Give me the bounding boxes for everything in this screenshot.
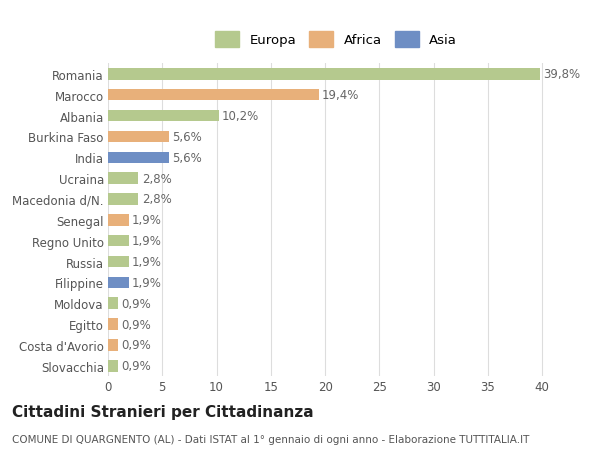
Text: 5,6%: 5,6% [172, 151, 202, 164]
Text: 0,9%: 0,9% [121, 339, 151, 352]
Bar [108, 235, 128, 247]
Text: 0,9%: 0,9% [121, 297, 151, 310]
Bar [108, 277, 128, 288]
Text: 19,4%: 19,4% [322, 89, 359, 102]
Text: 0,9%: 0,9% [121, 318, 151, 331]
Text: 2,8%: 2,8% [142, 193, 172, 206]
Bar [108, 215, 128, 226]
Bar [108, 131, 169, 143]
Bar [108, 90, 319, 101]
Bar [108, 69, 540, 80]
Bar [108, 194, 139, 205]
Bar [108, 111, 219, 122]
Text: 5,6%: 5,6% [172, 131, 202, 144]
Text: 0,9%: 0,9% [121, 359, 151, 372]
Text: 2,8%: 2,8% [142, 172, 172, 185]
Bar [108, 173, 139, 185]
Bar [108, 319, 118, 330]
Text: 10,2%: 10,2% [222, 110, 259, 123]
Text: 1,9%: 1,9% [132, 276, 162, 289]
Text: Cittadini Stranieri per Cittadinanza: Cittadini Stranieri per Cittadinanza [12, 404, 314, 419]
Text: COMUNE DI QUARGNENTO (AL) - Dati ISTAT al 1° gennaio di ogni anno - Elaborazione: COMUNE DI QUARGNENTO (AL) - Dati ISTAT a… [12, 434, 529, 444]
Bar [108, 360, 118, 372]
Text: 1,9%: 1,9% [132, 235, 162, 247]
Text: 1,9%: 1,9% [132, 256, 162, 269]
Bar [108, 152, 169, 163]
Text: 1,9%: 1,9% [132, 214, 162, 227]
Bar [108, 298, 118, 309]
Text: 39,8%: 39,8% [544, 68, 580, 81]
Legend: Europa, Africa, Asia: Europa, Africa, Asia [211, 28, 461, 51]
Bar [108, 340, 118, 351]
Bar [108, 256, 128, 268]
